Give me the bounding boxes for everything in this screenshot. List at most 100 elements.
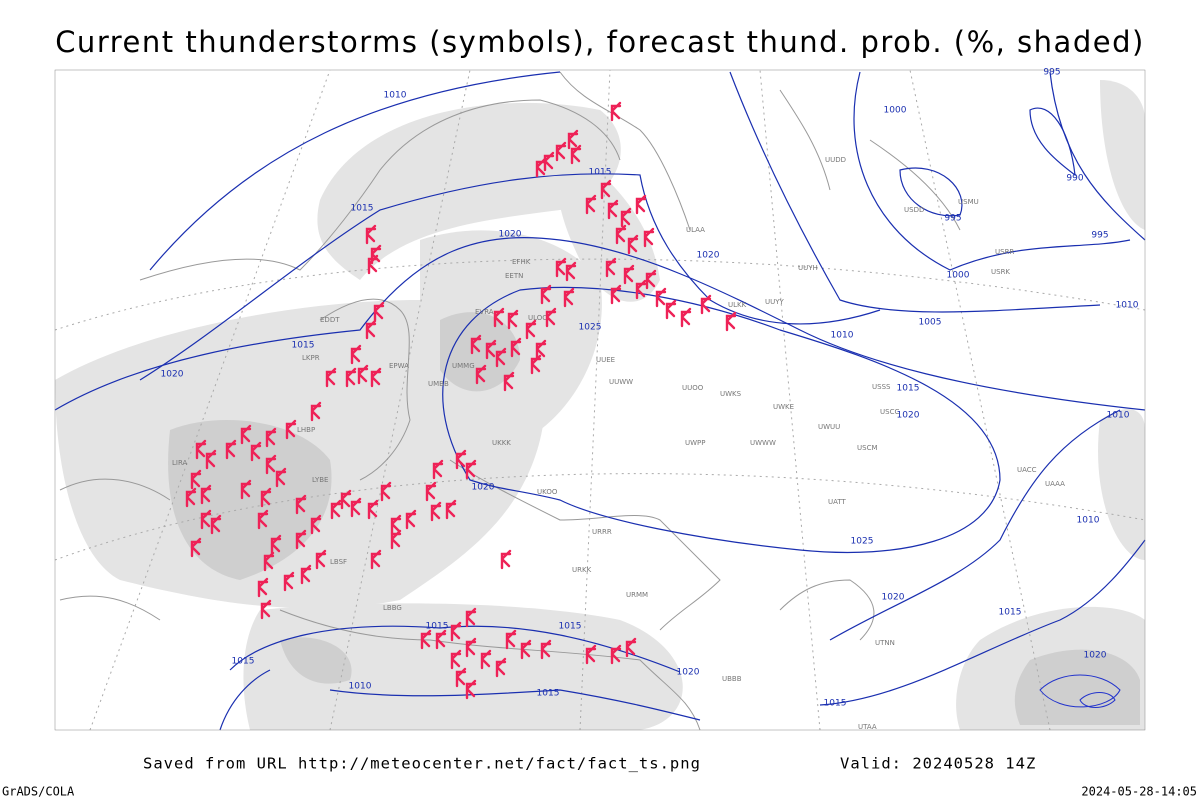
station-label: UUWW bbox=[609, 378, 633, 386]
station-label: UUOO bbox=[682, 384, 704, 392]
thunderstorm-symbol bbox=[300, 564, 312, 585]
isobar-label: 1000 bbox=[884, 106, 907, 116]
station-label: UUYY bbox=[765, 298, 785, 306]
thunderstorm-symbol bbox=[420, 629, 432, 650]
isobar-label: 995 bbox=[944, 214, 961, 224]
station-label: UWWW bbox=[750, 439, 776, 447]
station-label: UMBB bbox=[428, 380, 449, 388]
thunderstorm-symbol bbox=[620, 207, 632, 228]
thunderstorm-symbol bbox=[465, 607, 477, 628]
station-label: ULAA bbox=[686, 226, 705, 234]
isobar-label: 1010 bbox=[384, 91, 407, 101]
thunderstorm-symbol bbox=[495, 657, 507, 678]
thunderstorm-symbol bbox=[205, 449, 217, 470]
isobar-label: 1020 bbox=[499, 230, 522, 240]
label-layer: 1010 1015 1015 1020 1020 1025 1015 1020 1000 990 9… bbox=[161, 68, 1139, 732]
thunderstorm-symbol bbox=[680, 307, 692, 328]
thunderstorm-symbol bbox=[563, 287, 575, 308]
station-label: UKKK bbox=[492, 439, 511, 447]
station-label: USMU bbox=[958, 198, 979, 206]
thunderstorm-symbol bbox=[365, 319, 377, 340]
thunderstorm-symbol bbox=[405, 509, 417, 530]
thunderstorm-symbol bbox=[370, 367, 382, 388]
thunderstorm-symbol bbox=[373, 301, 385, 322]
thunderstorm-symbol bbox=[450, 621, 462, 642]
thunderstorm-symbol bbox=[190, 537, 202, 558]
thunderstorm-symbol bbox=[270, 534, 282, 555]
station-label: UKOO bbox=[537, 488, 558, 496]
thunderstorm-symbol bbox=[545, 307, 557, 328]
thunderstorm-symbol bbox=[350, 497, 362, 518]
thunderstorm-symbol bbox=[295, 494, 307, 515]
thunderstorm-symbol bbox=[445, 499, 457, 520]
station-label: UUYH bbox=[798, 264, 818, 272]
thunderstorm-symbol bbox=[257, 577, 269, 598]
thunderstorm-symbol bbox=[635, 279, 647, 300]
thunderstorm-symbol bbox=[507, 309, 519, 330]
station-label: UATT bbox=[828, 498, 847, 506]
station-label: UWKE bbox=[773, 403, 794, 411]
station-label: EFHK bbox=[512, 258, 531, 266]
thunderstorm-symbol bbox=[600, 179, 612, 200]
isobar-label: 1020 bbox=[897, 411, 920, 421]
thunderstorm-symbol bbox=[567, 129, 579, 150]
footer-source: Saved from URL http://meteocenter.net/fa… bbox=[143, 755, 701, 773]
thunderstorm-symbol bbox=[530, 354, 542, 375]
station-label: EETN bbox=[505, 272, 523, 280]
thunderstorm-symbol bbox=[425, 481, 437, 502]
thunderstorm-symbol bbox=[200, 484, 212, 505]
thunderstorm-symbol bbox=[470, 334, 482, 355]
thunderstorm-symbol bbox=[345, 367, 357, 388]
thunderstorm-symbol bbox=[505, 629, 517, 650]
thunderstorm-symbol bbox=[625, 637, 637, 658]
thunderstorm-symbol bbox=[265, 454, 277, 475]
isobar-label: 1010 bbox=[1116, 301, 1139, 311]
thunderstorm-symbol bbox=[225, 439, 237, 460]
isobar-label: 1010 bbox=[1107, 411, 1130, 421]
isobar-cluster bbox=[1039, 674, 1121, 708]
thunderstorm-symbol bbox=[585, 644, 597, 665]
thunderstorm-symbol bbox=[503, 371, 515, 392]
thunderstorm-symbol bbox=[485, 339, 497, 360]
thunderstorm-symbol bbox=[570, 144, 582, 165]
thunderstorm-symbol bbox=[700, 294, 712, 315]
station-label: LKPR bbox=[302, 354, 320, 362]
isobar-label: 1015 bbox=[537, 689, 560, 699]
thunderstorm-symbol bbox=[295, 529, 307, 550]
isobar-label: 1020 bbox=[697, 251, 720, 261]
isobar-label: 1015 bbox=[824, 699, 847, 709]
station-label: UWUU bbox=[818, 423, 840, 431]
thunderstorm-symbol bbox=[340, 489, 352, 510]
thunderstorm-symbol bbox=[645, 269, 657, 290]
thunderstorm-symbol bbox=[540, 639, 552, 660]
thunderstorm-symbol bbox=[643, 227, 655, 248]
isobar-label: 1020 bbox=[882, 593, 905, 603]
station-label: UUEE bbox=[596, 356, 615, 364]
station-label: USDD bbox=[904, 206, 924, 214]
thunderstorm-symbols bbox=[185, 101, 737, 700]
thunderstorm-symbol bbox=[370, 549, 382, 570]
station-label: LBBG bbox=[383, 604, 402, 612]
isobar-label: 1010 bbox=[831, 331, 854, 341]
thunderstorm-symbol bbox=[260, 599, 272, 620]
thunderstorm-symbol bbox=[195, 439, 207, 460]
station-label: UWPP bbox=[685, 439, 706, 447]
isobar-label: 1015 bbox=[292, 341, 315, 351]
thunderstorm-symbol bbox=[200, 509, 212, 530]
thunderstorm-symbol bbox=[610, 644, 622, 665]
station-label: URMM bbox=[626, 591, 648, 599]
footer-valid: Valid: 20240528 14Z bbox=[840, 755, 1036, 773]
thunderstorm-symbol bbox=[493, 307, 505, 328]
map-frame bbox=[54, 69, 1146, 731]
isobar-label: 995 bbox=[1091, 231, 1108, 241]
isobar-label: 1020 bbox=[677, 668, 700, 678]
thunderstorm-symbol bbox=[390, 529, 402, 550]
isobar-label: 1015 bbox=[351, 204, 374, 214]
thunderstorm-symbol bbox=[495, 347, 507, 368]
thunderstorm-symbol bbox=[357, 364, 369, 385]
station-label: USCM bbox=[857, 444, 878, 452]
title: Current thunderstorms (symbols), forecas… bbox=[55, 25, 1145, 59]
thunderstorm-symbol bbox=[310, 514, 322, 535]
thunderstorm-symbol bbox=[585, 194, 597, 215]
